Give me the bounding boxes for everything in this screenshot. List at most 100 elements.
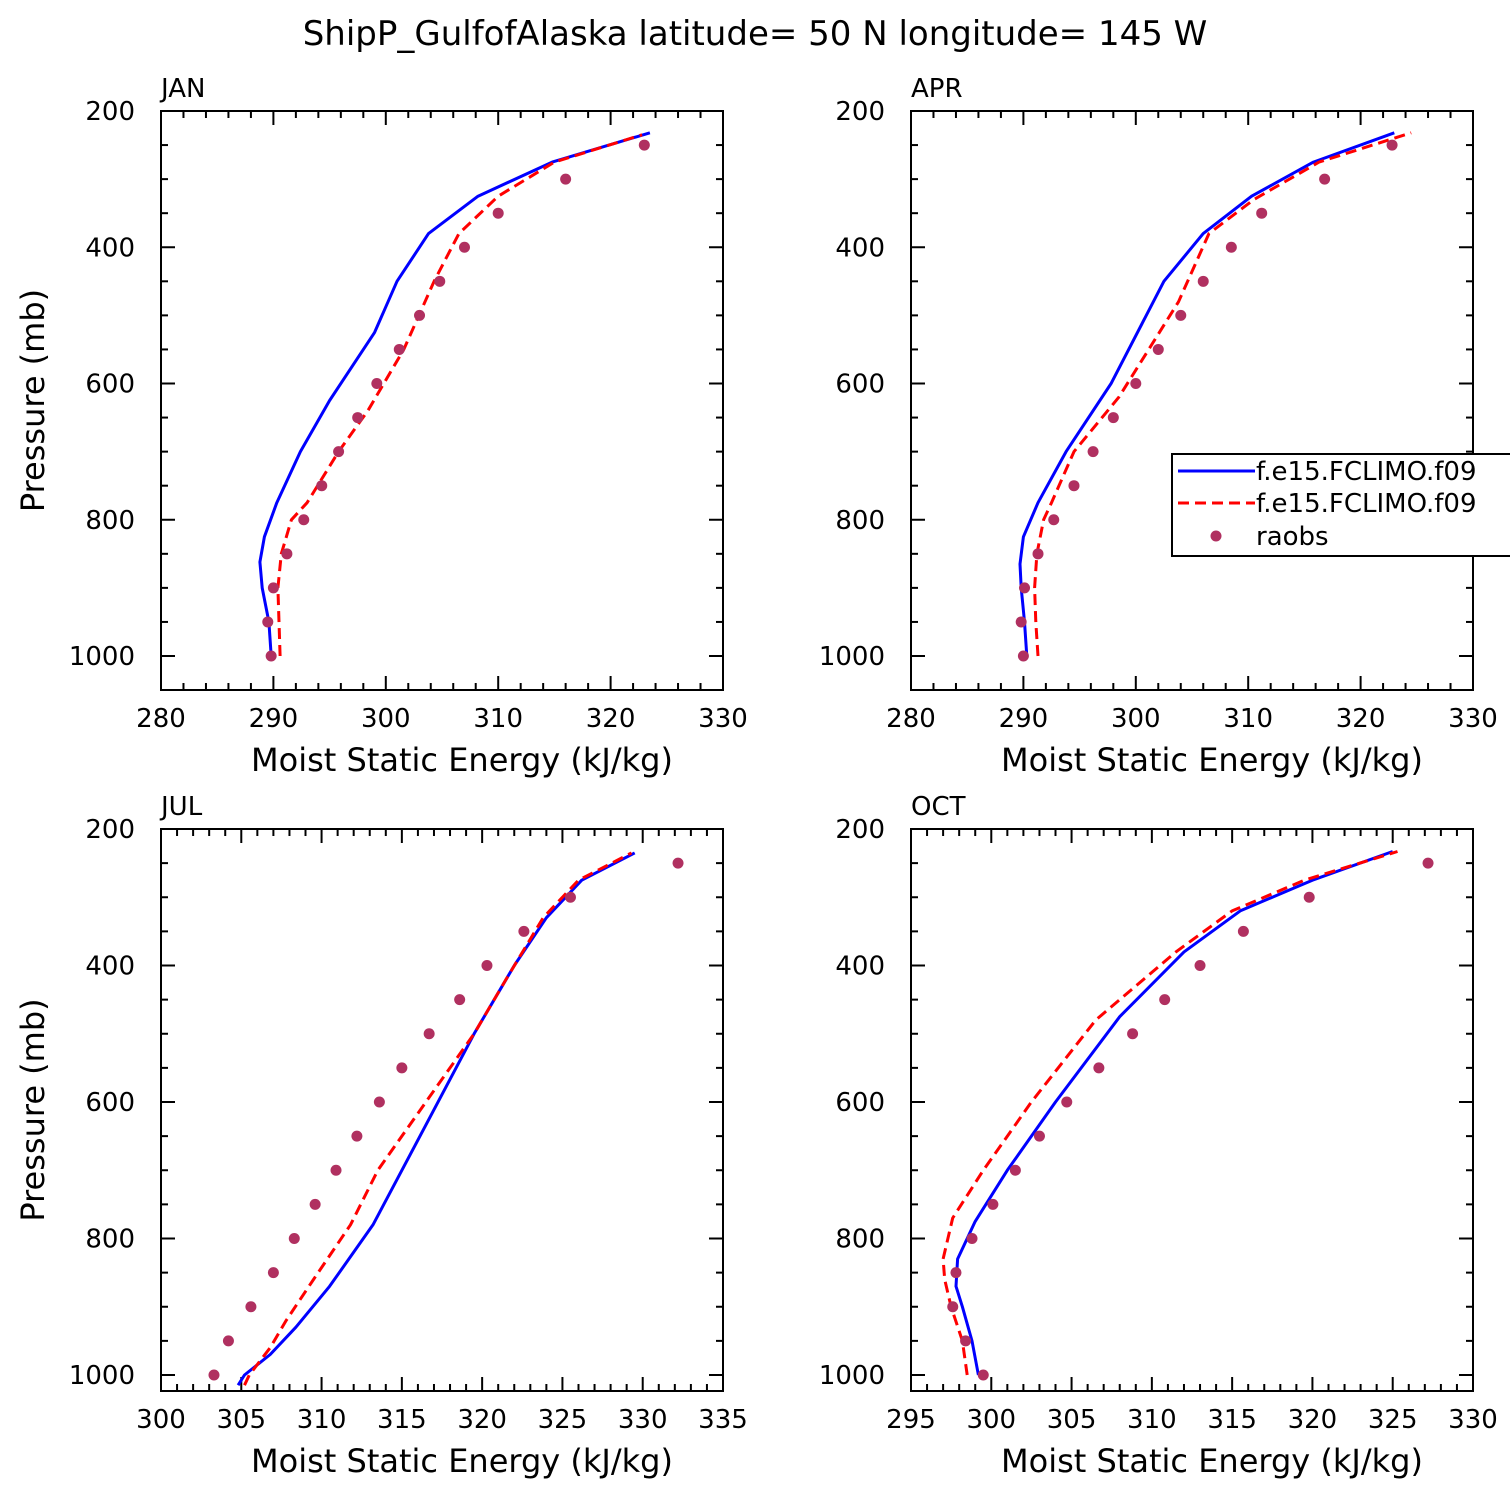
- panel-label: JUL: [159, 792, 203, 822]
- raobs-point: [222, 1335, 234, 1347]
- raobs-point: [672, 857, 684, 869]
- raobs-point: [1303, 891, 1315, 903]
- raobs-point: [434, 275, 446, 287]
- y-tick-label: 800: [85, 1225, 135, 1255]
- y-tick-label: 800: [85, 506, 135, 536]
- raobs-point: [560, 173, 572, 185]
- x-tick-label: 330: [698, 704, 748, 734]
- raobs-point: [330, 1164, 342, 1176]
- plot-frame: [910, 828, 1474, 1392]
- raobs-point: [1032, 548, 1044, 560]
- raobs-point: [1017, 650, 1029, 662]
- raobs-point: [1130, 378, 1142, 389]
- series-group: [941, 850, 1434, 1381]
- legend-entry-label: f.e15.FCLIMO.f09: [1256, 489, 1476, 519]
- raobs-point: [1127, 1028, 1139, 1040]
- x-tick-label: 325: [538, 1405, 588, 1435]
- x-tick-label: 300: [136, 1405, 186, 1435]
- raobs-point: [987, 1198, 999, 1210]
- y-axis-label: Pressure (mb): [14, 289, 52, 512]
- series-group: [258, 131, 651, 662]
- x-tick-label: 315: [377, 1405, 427, 1435]
- raobs-point: [371, 378, 383, 389]
- y-axis-label: Pressure (mb): [14, 998, 52, 1221]
- x-tick-label: 310: [297, 1405, 347, 1435]
- x-tick-label: 310: [1127, 1405, 1177, 1435]
- raobs-point: [245, 1301, 257, 1313]
- raobs-point: [414, 309, 426, 321]
- raobs-point: [1068, 480, 1080, 492]
- raobs-point: [458, 241, 470, 253]
- series-line-blue-solid: [954, 850, 1394, 1376]
- x-axis-label: Moist Static Energy (kJ/kg): [1001, 1442, 1423, 1480]
- raobs-point: [1009, 1164, 1021, 1176]
- raobs-point: [351, 1130, 363, 1142]
- x-tick-label: 305: [216, 1405, 266, 1435]
- panel-jul: 300 305 310 315 320 325 330 335 200 400 600 800 1000…: [14, 792, 748, 1480]
- series-line-red-dashed: [1033, 131, 1412, 657]
- x-tick-label: 290: [999, 704, 1049, 734]
- y-tick-label: 200: [85, 97, 135, 127]
- y-tick-label: 400: [835, 233, 885, 263]
- plot-frame: [910, 110, 1474, 691]
- raobs-point: [1197, 275, 1209, 287]
- raobs-point: [1237, 925, 1249, 937]
- y-tick-label: 400: [85, 233, 135, 263]
- raobs-point: [564, 891, 576, 903]
- raobs-point: [1087, 446, 1099, 458]
- x-axis-label: Moist Static Energy (kJ/kg): [251, 741, 673, 779]
- raobs-point: [281, 548, 293, 560]
- raobs-point: [309, 1198, 321, 1210]
- x-tick-label: 280: [886, 704, 936, 734]
- x-tick-label: 325: [1368, 1405, 1418, 1435]
- raobs-point: [1256, 207, 1268, 219]
- raobs-point: [481, 960, 493, 971]
- raobs-point: [518, 925, 530, 937]
- raobs-point: [1422, 857, 1434, 869]
- panel-label: JAN: [159, 74, 205, 104]
- x-tick-label: 310: [473, 704, 523, 734]
- x-tick-label: 280: [136, 704, 186, 734]
- x-tick-label: 320: [1288, 1405, 1338, 1435]
- raobs-point: [1319, 173, 1331, 185]
- raobs-point: [454, 994, 466, 1006]
- raobs-point: [966, 1233, 978, 1244]
- legend-entry-label: f.e15.FCLIMO.f09: [1256, 457, 1476, 487]
- raobs-point: [1386, 139, 1398, 151]
- plot-frame: [160, 110, 724, 691]
- raobs-point: [1175, 309, 1187, 321]
- raobs-point: [1033, 1130, 1045, 1142]
- legend-swatch-raobs: [1210, 530, 1222, 542]
- x-tick-label: 320: [457, 1405, 507, 1435]
- panel-label: OCT: [911, 792, 966, 822]
- raobs-point: [492, 207, 504, 219]
- raobs-point: [638, 139, 650, 151]
- raobs-point: [1093, 1062, 1105, 1074]
- x-tick-label: 305: [1047, 1405, 1097, 1435]
- raobs-point: [373, 1096, 385, 1108]
- raobs-point: [947, 1301, 959, 1313]
- raobs-point: [423, 1028, 435, 1040]
- raobs-point: [1107, 412, 1119, 424]
- x-tick-label: 300: [1111, 704, 1161, 734]
- x-tick-label: 320: [1336, 704, 1386, 734]
- legend-entry-label: raobs: [1256, 522, 1329, 552]
- raobs-point: [396, 1062, 408, 1074]
- raobs-point: [1015, 616, 1027, 628]
- raobs-point: [950, 1267, 962, 1279]
- y-tick-label: 600: [835, 1088, 885, 1118]
- raobs-point: [352, 412, 364, 424]
- series-group: [208, 851, 684, 1386]
- panel-oct: 295 300 305 310 315 320 325 330 200 400 600 800 1000…: [819, 792, 1498, 1480]
- y-tick-label: 200: [835, 815, 885, 845]
- y-tick-label: 800: [835, 506, 885, 536]
- figure-title: ShipP_GulfofAlaska latitude= 50 N longit…: [303, 14, 1208, 54]
- raobs-point: [265, 650, 277, 662]
- raobs-point: [208, 1369, 220, 1381]
- x-tick-label: 315: [1207, 1405, 1257, 1435]
- x-tick-label: 290: [249, 704, 299, 734]
- raobs-point: [1159, 994, 1171, 1006]
- y-tick-label: 400: [835, 952, 885, 982]
